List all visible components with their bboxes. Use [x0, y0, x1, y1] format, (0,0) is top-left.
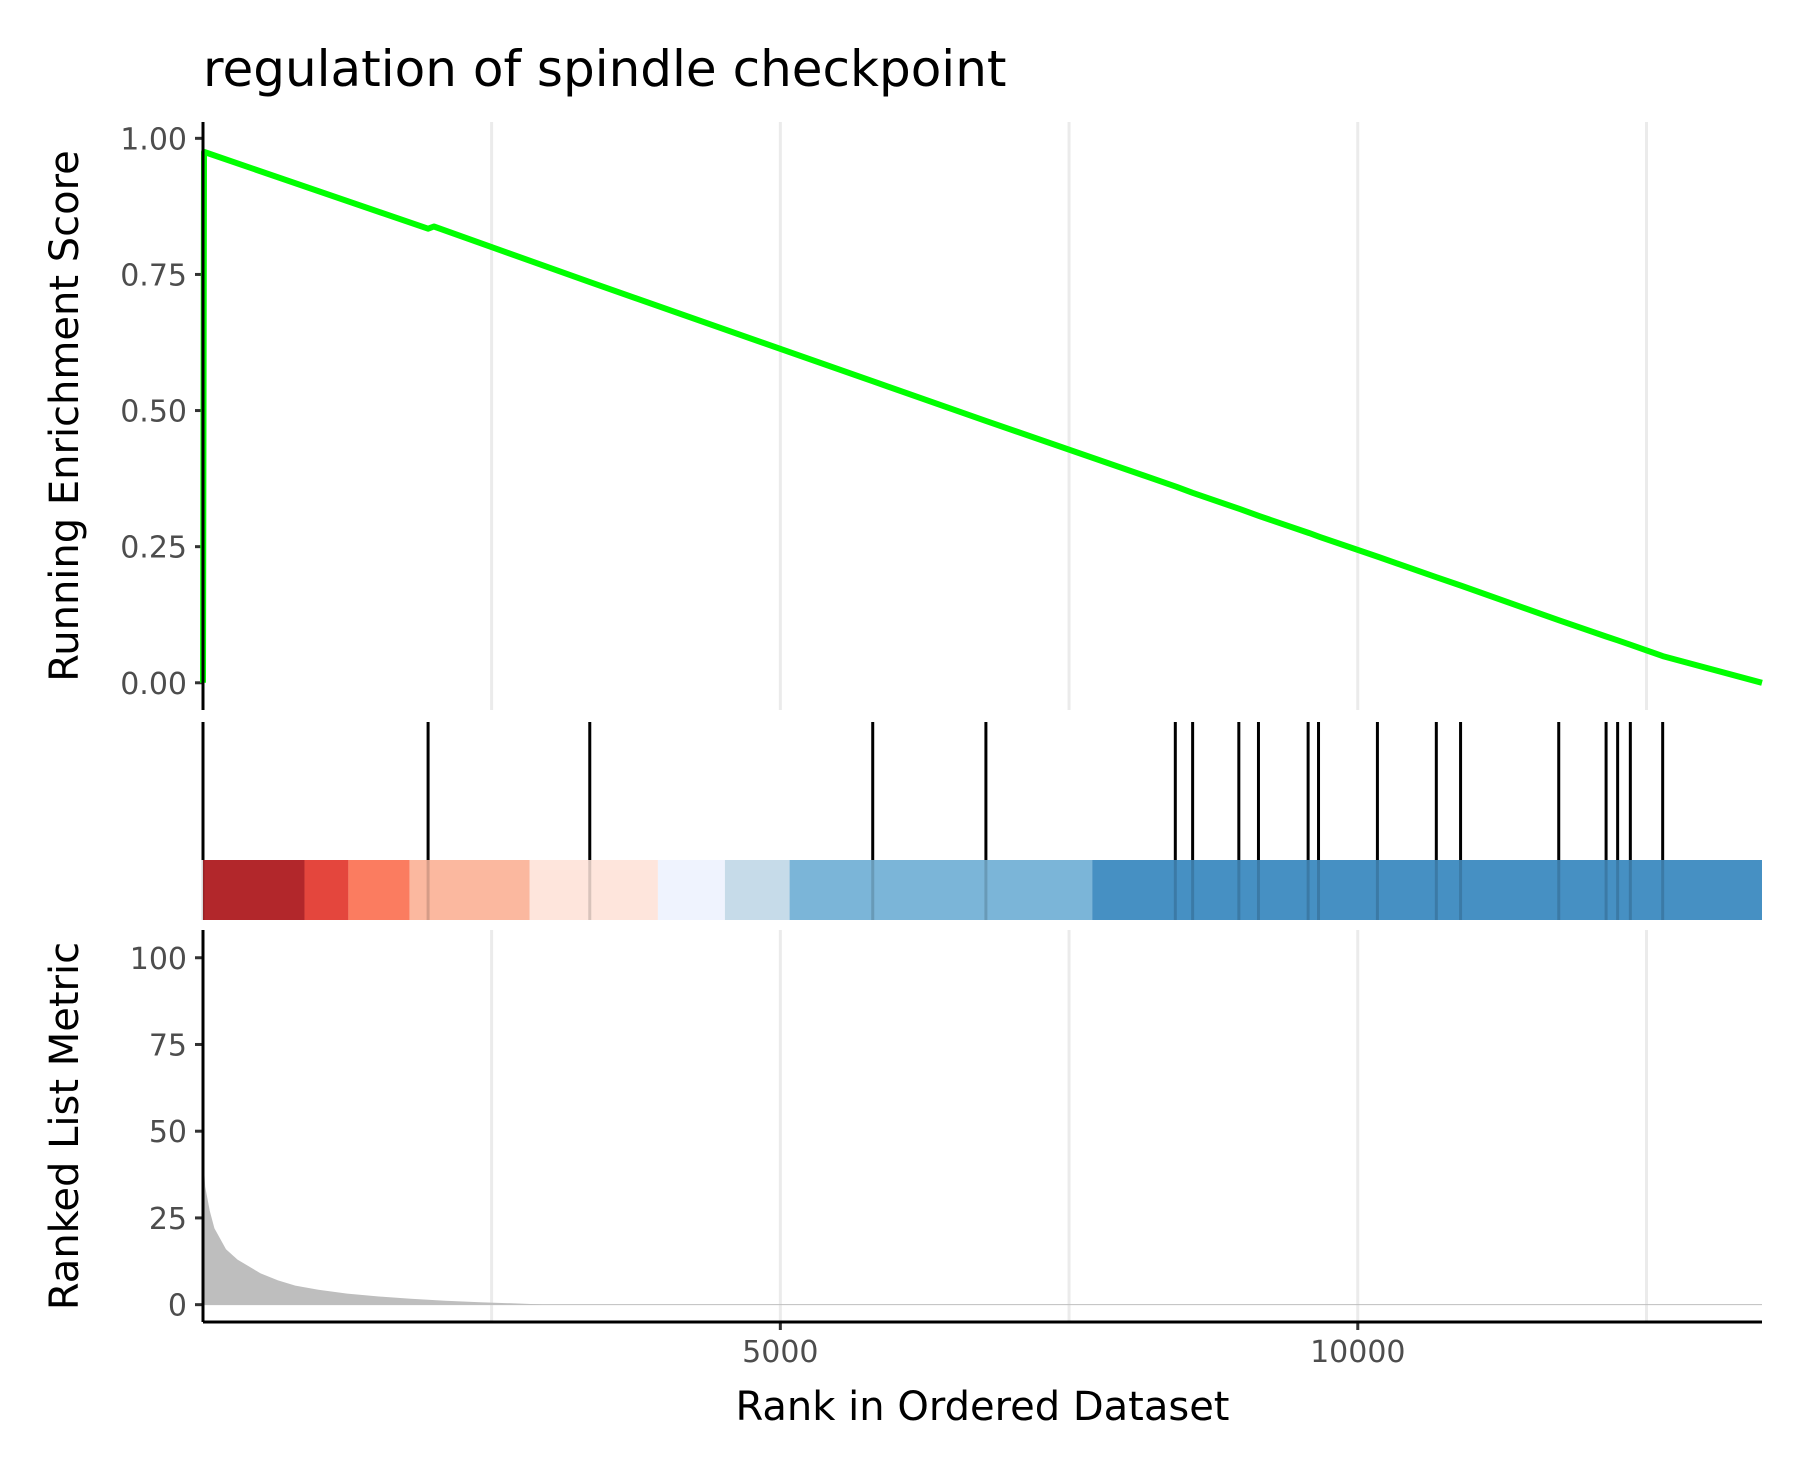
- ranked-metric-area: [203, 1120, 1762, 1305]
- x-tick-label: 5000: [742, 1335, 818, 1370]
- metric-y-axis-title: Ranked List Metric: [42, 942, 88, 1310]
- metric-y-tick-label: 25: [149, 1202, 187, 1237]
- running-es-line: [200, 148, 1763, 686]
- gradient-segment: [657, 860, 725, 920]
- gradient-segment: [529, 860, 658, 920]
- gradient-segment: [724, 860, 790, 920]
- rank-gradient-bar: [203, 860, 1762, 920]
- gradient-segment: [304, 860, 349, 920]
- metric-gridlines: [490, 930, 1649, 1322]
- es-y-axis-title: Running Enrichment Score: [42, 150, 88, 682]
- es-y-tick-label: 0.75: [120, 258, 187, 293]
- gradient-segment: [348, 860, 410, 920]
- metric-y-tick-label: 75: [149, 1028, 187, 1063]
- es-gridlines: [490, 122, 1649, 710]
- x-axis-title: Rank in Ordered Dataset: [736, 1384, 1230, 1430]
- metric-y-tick-label: 50: [149, 1115, 187, 1150]
- es-y-tick-label: 0.50: [120, 395, 187, 430]
- metric-y-tick-label: 0: [168, 1289, 187, 1324]
- es-y-tick-label: 0.00: [120, 667, 187, 702]
- metric-y-ticks: 0 25 50 75 100: [130, 942, 203, 1324]
- es-y-tick-label: 0.25: [120, 531, 187, 566]
- gradient-segment: [1092, 860, 1762, 920]
- es-y-tick-label: 1.00: [120, 122, 187, 157]
- x-axis-ticks: 5000 10000: [742, 1322, 1406, 1370]
- gradient-segment: [409, 860, 530, 920]
- running-enrichment-panel: Running Enrichment Score 0.00 0.25 0.50 0.7…: [42, 122, 1763, 710]
- es-y-ticks: 0.00 0.25 0.50 0.75 1.00: [120, 122, 203, 702]
- x-tick-label: 10000: [1310, 1335, 1405, 1370]
- gene-hits-panel: [201, 722, 1762, 920]
- gradient-segment: [789, 860, 1093, 920]
- chart-title: regulation of spindle checkpoint: [203, 40, 1007, 98]
- gradient-segment: [203, 860, 305, 920]
- metric-y-tick-label: 100: [130, 942, 187, 977]
